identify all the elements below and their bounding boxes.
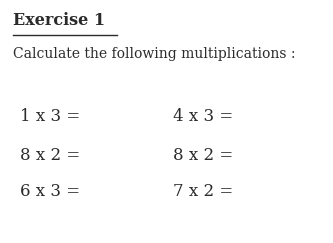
Text: 4 x 3 =: 4 x 3 =: [173, 108, 233, 125]
Text: Calculate the following multiplications :: Calculate the following multiplications …: [13, 47, 296, 61]
Text: 6 x 3 =: 6 x 3 =: [20, 183, 80, 200]
Text: 7 x 2 =: 7 x 2 =: [173, 183, 233, 200]
Text: 8 x 2 =: 8 x 2 =: [20, 147, 80, 164]
Text: 1 x 3 =: 1 x 3 =: [20, 108, 80, 125]
Text: Exercise 1: Exercise 1: [13, 12, 106, 29]
Text: 8 x 2 =: 8 x 2 =: [173, 147, 233, 164]
